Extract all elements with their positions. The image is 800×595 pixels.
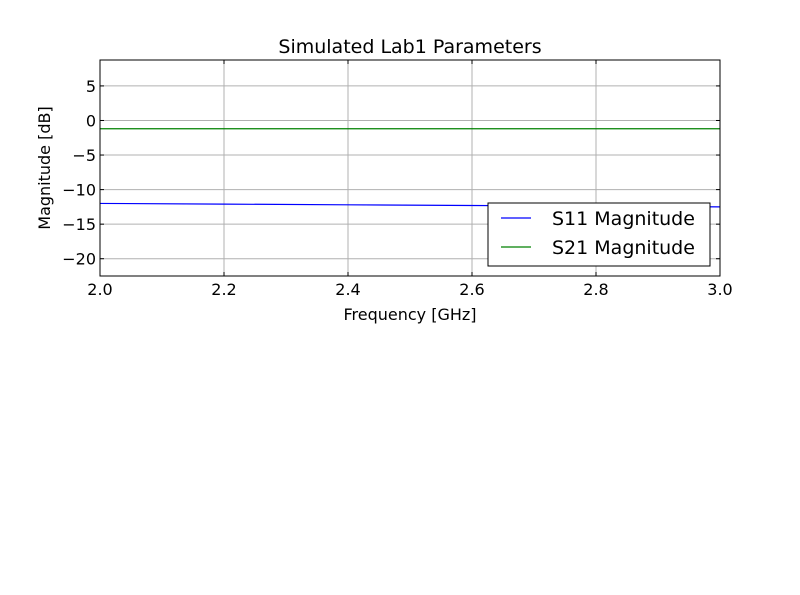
y-axis-label: Magnitude [dB] (35, 106, 54, 229)
x-tick-label: 2.0 (87, 280, 112, 299)
x-tick-label: 2.4 (335, 280, 360, 299)
tick-labels: 2.0 2.2 2.4 2.6 2.8 3.0 5 0 −5 −10 −15 −20 (62, 77, 732, 299)
plot-frame (99, 59, 721, 277)
y-tick-label: 0 (86, 111, 96, 130)
legend-label-s11: S11 Magnitude (552, 208, 695, 230)
ticks (99, 60, 721, 276)
chart-title: Simulated Lab1 Parameters (278, 36, 541, 58)
x-tick-label: 2.6 (459, 280, 484, 299)
y-tick-label: 5 (86, 77, 96, 96)
y-tick-label: −20 (62, 250, 96, 269)
x-tick-label: 2.8 (583, 280, 608, 299)
legend-label-s21: S21 Magnitude (552, 237, 695, 259)
y-tick-label: −5 (72, 146, 96, 165)
x-tick-label: 2.2 (211, 280, 236, 299)
legend: S11 Magnitude S21 Magnitude (487, 202, 711, 267)
x-axis-label: Frequency [GHz] (343, 305, 476, 324)
y-tick-label: −15 (62, 215, 96, 234)
x-tick-label: 3.0 (707, 280, 732, 299)
legend-frame (487, 202, 711, 267)
y-tick-label: −10 (62, 181, 96, 200)
series-layer (99, 128, 721, 208)
